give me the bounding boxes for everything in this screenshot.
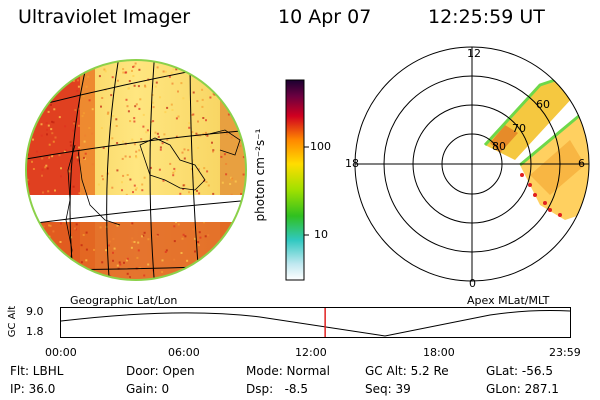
mlt-label-0: 0 xyxy=(469,277,476,290)
alt-ytick-top: 9.0 xyxy=(26,305,44,318)
mlt-label-18: 18 xyxy=(345,157,359,170)
geo-panel-label: Geographic Lat/Lon xyxy=(70,294,178,307)
glon-info: GLon: 287.1 xyxy=(486,382,559,396)
colorbar xyxy=(285,79,309,281)
glat-info: GLat: -56.5 xyxy=(486,364,553,378)
xtick-2359: 23:59 xyxy=(549,346,581,359)
alt-ytick-bottom: 1.8 xyxy=(26,325,44,338)
polar-panel-label: Apex MLat/MLT xyxy=(467,294,550,307)
colorbar-tick-10: 10 xyxy=(314,228,328,241)
door-info: Door: Open xyxy=(126,364,195,378)
mlt-label-12: 12 xyxy=(467,47,481,60)
xtick-1800: 18:00 xyxy=(423,346,455,359)
instrument-title: Ultraviolet Imager xyxy=(18,6,191,28)
polar-plot xyxy=(354,46,590,282)
colorbar-unit-label: photon cm⁻²s⁻¹ xyxy=(253,128,267,222)
time-label: 12:25:59 UT xyxy=(428,6,545,28)
mode-info: Mode: Normal xyxy=(246,364,330,378)
xtick-0600: 06:00 xyxy=(168,346,200,359)
lat-label-60: 60 xyxy=(536,98,550,111)
alt-ylabel: GC Alt xyxy=(7,305,19,338)
mlt-label-6: 6 xyxy=(578,157,585,170)
seq-info: Seq: 39 xyxy=(365,382,411,396)
lat-label-80: 80 xyxy=(492,140,506,153)
xtick-1200: 12:00 xyxy=(295,346,327,359)
xtick-0000: 00:00 xyxy=(45,346,77,359)
lat-label-70: 70 xyxy=(512,122,526,135)
gain-info: Gain: 0 xyxy=(126,382,170,396)
colorbar-tick-100: 100 xyxy=(310,140,331,153)
date-label: 10 Apr 07 xyxy=(278,6,372,28)
geographic-image xyxy=(25,59,247,281)
dsp-info: Dsp: -8.5 xyxy=(246,382,309,396)
altitude-plot xyxy=(60,307,571,338)
ip-info: IP: 36.0 xyxy=(10,382,56,396)
gc-alt-info: GC Alt: 5.2 Re xyxy=(365,364,449,378)
filter-info: Flt: LBHL xyxy=(10,364,64,378)
